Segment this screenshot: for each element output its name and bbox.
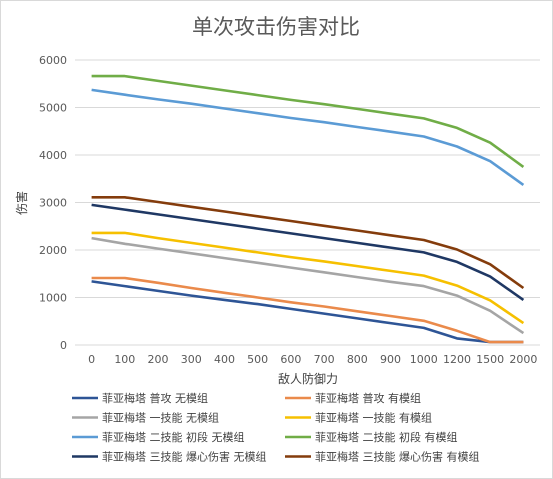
y-tick-label: 4000	[39, 149, 67, 162]
x-tick-label: 600	[280, 353, 301, 366]
x-tick-label: 500	[247, 353, 268, 366]
y-tick-label: 3000	[39, 197, 67, 210]
series-line-3	[91, 236, 525, 335]
x-tick-label: 900	[380, 353, 401, 366]
legend-entry: 菲亚梅塔 二技能 初段 有模组	[315, 430, 458, 444]
series-line-6	[91, 74, 525, 168]
legend-entry: 菲亚梅塔 二技能 初段 无模组	[102, 430, 245, 444]
x-axis-ticks: 0 100 200 300 400 500 600 700 800 900 1000 1200 1500…	[88, 353, 537, 366]
x-tick-label: 400	[214, 353, 235, 366]
series-line-4	[91, 231, 525, 325]
y-tick-label: 5000	[39, 102, 67, 115]
legend-entry: 菲亚梅塔 普攻 有模组	[315, 391, 421, 405]
x-tick-label: 2000	[509, 353, 537, 366]
x-axis-title: 敌人防御力	[278, 371, 338, 386]
x-tick-label: 800	[347, 353, 368, 366]
legend-entry: 菲亚梅塔 普攻 无模组	[102, 391, 208, 405]
x-tick-label: 0	[88, 353, 95, 366]
series-line-8	[91, 196, 525, 290]
y-axis-ticks: 0 1000 2000 3000 4000 5000 6000	[39, 54, 67, 352]
series-line-1	[91, 280, 524, 344]
x-tick-label: 700	[314, 353, 335, 366]
x-tick-label: 1500	[476, 353, 504, 366]
x-tick-label: 1000	[410, 353, 438, 366]
y-tick-label: 0	[60, 339, 67, 352]
x-tick-label: 100	[114, 353, 135, 366]
series-line-2	[91, 276, 524, 344]
legend-entry: 菲亚梅塔 一技能 有模组	[315, 411, 432, 425]
y-tick-label: 2000	[39, 244, 67, 257]
x-tick-label: 200	[148, 353, 169, 366]
y-tick-label: 6000	[39, 54, 67, 67]
x-tick-label: 300	[181, 353, 202, 366]
y-tick-label: 1000	[39, 292, 67, 305]
series-line-7	[91, 203, 525, 301]
chart-title: 单次攻击伤害对比	[192, 15, 360, 39]
legend-entry: 菲亚梅塔 三技能 爆心伤害 有模组	[315, 450, 480, 464]
y-axis-title: 伤害	[14, 191, 29, 215]
series-line-5	[91, 88, 525, 186]
legend-entry: 菲亚梅塔 三技能 爆心伤害 无模组	[102, 450, 267, 464]
x-tick-label: 1200	[443, 353, 471, 366]
legend-entry: 菲亚梅塔 一技能 无模组	[102, 411, 219, 425]
series-lines	[91, 74, 525, 344]
